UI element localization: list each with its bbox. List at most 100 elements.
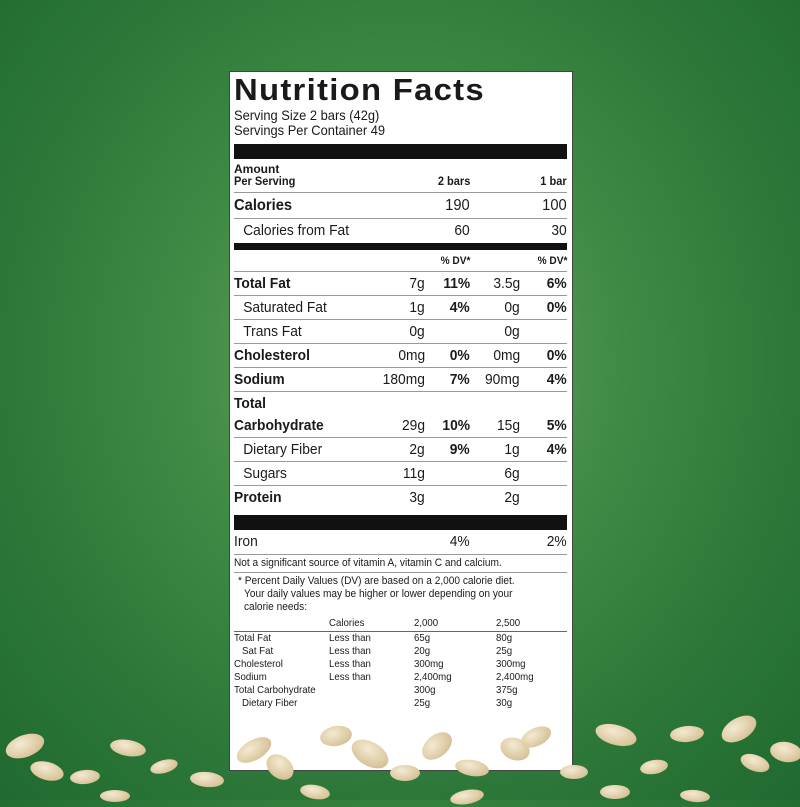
divider [234, 319, 567, 320]
nutrient-dv: 7% [450, 371, 470, 388]
dv-header-row: % DV* % DV* [234, 252, 567, 270]
nutrient-row: Dietary Fiber 2g 9% 1g 4% [234, 438, 567, 462]
col1-header: 2 bars [437, 174, 470, 188]
nutrient-row: Cholesterol 0mg 0% 0mg 0% [234, 344, 567, 368]
per-serving-header: Per Serving 2 bars 1 bar [234, 172, 567, 190]
oat-flake [600, 785, 630, 799]
nutrient-dv: 4% [547, 441, 567, 458]
dv-table-row: Total Carbohydrate 300g 375g [234, 684, 567, 697]
divider [234, 271, 567, 272]
dv-table-cell: 300g [414, 684, 436, 696]
divider [234, 572, 567, 573]
nutrient-dv: 9% [450, 441, 470, 458]
iron-label: Iron [234, 533, 258, 550]
divider [234, 192, 567, 193]
dv-table-cell: Less than [329, 658, 371, 670]
label-title: Nutrition Facts [234, 72, 485, 107]
nutrient-row: Total Carbohydrate 29g 10% 15g 5% [234, 392, 567, 438]
divider [234, 554, 567, 555]
dv-table-cell: Total Carbohydrate [234, 684, 316, 696]
dv-table-cell: Sat Fat [242, 645, 274, 657]
divider [234, 485, 567, 486]
nutrient-label: Total Fat [234, 275, 291, 292]
nutrient-label: Sodium [234, 371, 285, 388]
col2-header: 1 bar [540, 174, 567, 188]
dv-table-cell: 25g [414, 697, 431, 709]
nutrient-amount: 7g [409, 275, 425, 292]
nutrient-label: Carbohydrate [234, 417, 324, 434]
oat-flake [189, 770, 225, 789]
oat-flake [449, 787, 485, 807]
iron-value-2: 2% [547, 533, 567, 550]
nutrient-dv: 0% [547, 347, 567, 364]
nutrient-dv: 4% [450, 299, 470, 316]
dv-table-cell: 2,000 [414, 617, 439, 629]
oat-flake [299, 782, 331, 802]
oat-flake [679, 788, 711, 804]
oat-flake [768, 739, 800, 765]
nutrient-dv: 4% [547, 371, 567, 388]
nutrient-label: Total [234, 395, 266, 412]
dv-table-cell: 65g [414, 632, 431, 644]
iron-row: Iron 4% 2% [234, 530, 567, 554]
oat-flake [69, 768, 101, 786]
nutrient-amount: 1g [409, 299, 425, 316]
nutrient-amount: 0g [504, 323, 520, 340]
dv-table-cell: Less than [329, 645, 371, 657]
nutrient-amount: 3.5g [493, 275, 520, 292]
per-serving-label: Per Serving [234, 174, 296, 188]
amount-label: Amount [234, 162, 280, 176]
oat-flake [28, 757, 66, 785]
divider [234, 367, 567, 368]
divider [234, 631, 567, 632]
calories-label: Calories [234, 197, 293, 214]
dv-table-cell: Total Fat [234, 632, 272, 644]
serving-size: Serving Size 2 bars (42g) [234, 107, 380, 123]
servings-per-container: Servings Per Container 49 [234, 122, 386, 138]
nutrient-dv: 6% [547, 275, 567, 292]
nutrient-dv: 10% [442, 417, 470, 434]
divider-medium [234, 243, 567, 250]
nutrient-amount: 0g [504, 299, 520, 316]
dv-table-cell: 30g [496, 697, 513, 709]
nutrient-amount: 90mg [485, 371, 520, 388]
nutrient-amount: 11g [402, 465, 425, 482]
divider-thick [234, 144, 567, 159]
oat-flake [560, 765, 588, 779]
dv-table-cell: Less than [329, 671, 371, 683]
nutrition-facts-label: Nutrition Facts Serving Size 2 bars (42g… [229, 71, 573, 771]
nutrient-row: Sugars 11g 6g [234, 462, 567, 486]
dv-table-cell: Cholesterol [234, 658, 283, 670]
nutrient-dv: 11% [443, 275, 470, 292]
oat-flake [148, 756, 180, 777]
dv-table-cell: Less than [329, 632, 371, 644]
dv-table-row: Cholesterol Less than 300mg 300mg [234, 658, 567, 671]
nutrient-label: Sugars [243, 465, 287, 482]
nutrient-amount: 0mg [398, 347, 425, 364]
nutrient-label: Cholesterol [234, 347, 310, 364]
oat-flake [669, 724, 705, 744]
calories-value-2: 100 [542, 197, 567, 214]
dv-table-cell: 375g [496, 684, 518, 696]
divider [234, 343, 567, 344]
nutrient-amount: 6g [504, 465, 520, 482]
calories-fat-value-1: 60 [454, 222, 470, 239]
nutrient-dv: 5% [547, 417, 567, 434]
nutrient-row: Trans Fat 0g 0g [234, 320, 567, 344]
oat-flake [100, 790, 130, 802]
dv-table-cell: 2,400mg [496, 671, 534, 683]
divider [234, 391, 567, 392]
nutrient-amount: 0mg [493, 347, 520, 364]
dv-table-row: Total Fat Less than 65g 80g [234, 632, 567, 645]
nutrient-amount: 15g [496, 417, 520, 434]
not-significant-note: Not a significant source of vitamin A, v… [234, 557, 502, 569]
calories-row: Calories 190 100 [234, 194, 567, 218]
oat-flake [2, 728, 48, 764]
dv-table-row: Sodium Less than 2,400mg 2,400mg [234, 671, 567, 684]
dv-table-header: Calories 2,000 2,500 [234, 617, 567, 630]
nutrient-label: Dietary Fiber [243, 441, 323, 458]
nutrient-label: Protein [234, 489, 282, 506]
dv-table-cell: Dietary Fiber [242, 697, 298, 709]
dv-table-row: Dietary Fiber 25g 30g [234, 697, 567, 710]
oat-flake [390, 765, 420, 781]
